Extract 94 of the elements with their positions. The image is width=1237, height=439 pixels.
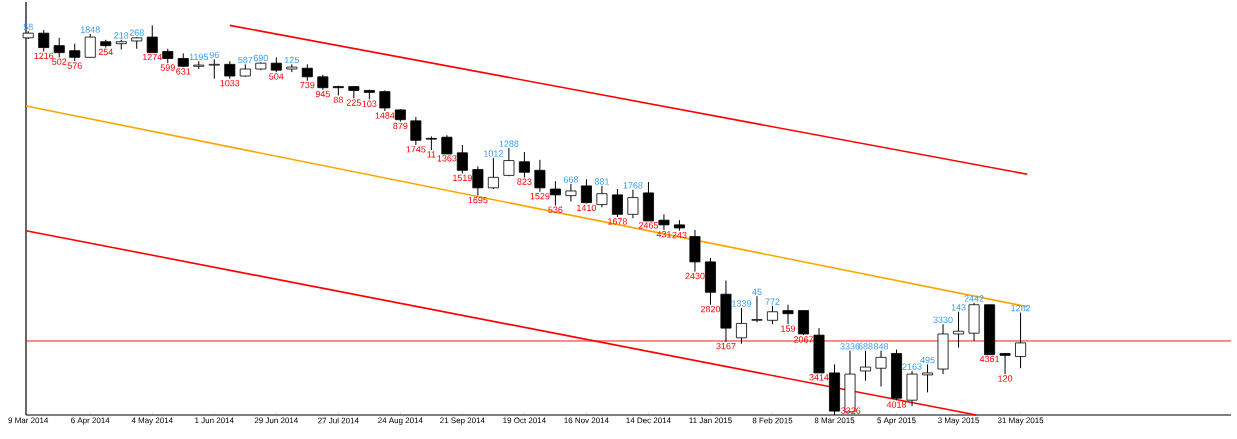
candlestick: [766, 305, 778, 325]
candlestick: [1015, 312, 1027, 369]
text: 254: [98, 48, 113, 56]
text: 1282: [1011, 304, 1031, 312]
candlestick: [84, 33, 96, 58]
text: 88: [333, 96, 343, 104]
text: 739: [300, 81, 315, 89]
candlestick: [565, 183, 577, 202]
text: 1363: [437, 155, 457, 162]
text: 2465: [638, 222, 659, 229]
text: 1848: [80, 26, 100, 33]
text: 3167: [716, 342, 736, 350]
text: 2163: [902, 363, 922, 370]
candlestick: [503, 147, 515, 177]
text: 1678: [608, 218, 627, 225]
candlestick: [658, 213, 670, 231]
candlestick: [441, 134, 453, 155]
candlestick: [922, 363, 934, 393]
candlestick: [875, 350, 887, 388]
text: 4018: [886, 401, 907, 408]
text: 2067: [793, 336, 814, 343]
candlestick: [798, 310, 809, 336]
text: 1288: [499, 140, 519, 147]
candlestick: [549, 180, 561, 206]
candlestick: [208, 58, 220, 80]
text: 2820: [700, 305, 721, 313]
text: 268: [129, 29, 144, 36]
text: 1012: [484, 150, 503, 157]
text: 945: [315, 90, 330, 98]
text: 576: [67, 62, 82, 69]
text: 120: [998, 375, 1013, 382]
text: 536: [548, 206, 563, 213]
text: 1768: [623, 182, 643, 189]
candlestick: [782, 304, 794, 325]
candlestick: [518, 151, 530, 178]
text: 879: [393, 122, 408, 130]
text: 96: [209, 51, 219, 59]
candlestick: [860, 350, 872, 382]
text: 504: [269, 73, 284, 80]
text: 881: [594, 178, 609, 185]
text: 1410: [577, 204, 597, 211]
candlestick: [596, 185, 608, 208]
text: 1695: [468, 196, 488, 204]
text: 1745: [406, 146, 426, 153]
text: 1195: [189, 53, 209, 61]
candlestick: [487, 157, 499, 190]
text: 1529: [530, 192, 550, 200]
text: 690: [253, 54, 268, 62]
text: 823: [517, 178, 532, 185]
candlestick: [580, 178, 592, 204]
candlestick: [38, 29, 50, 52]
text: 143: [951, 304, 966, 311]
text: 1033: [220, 79, 240, 87]
text: 848: [873, 343, 889, 350]
candlestick: [410, 116, 422, 146]
candlestick: [611, 188, 623, 218]
candlestick: [456, 144, 468, 174]
text: 125: [285, 56, 299, 64]
text: 45: [752, 288, 762, 295]
text: 3330: [933, 316, 953, 324]
text: 218: [114, 32, 129, 39]
text: 1519: [453, 174, 472, 181]
text: 668: [563, 176, 578, 183]
candlestick: [953, 311, 965, 349]
text: 3326: [841, 407, 861, 414]
candlestick: [53, 37, 65, 58]
text: 3336: [840, 343, 860, 350]
candlestick: [735, 307, 747, 345]
text: 1484: [375, 112, 395, 119]
text: 502: [52, 58, 67, 65]
text: 495: [920, 356, 935, 364]
text: 772: [765, 298, 780, 305]
text: 599: [160, 64, 175, 71]
text: 688: [858, 343, 873, 350]
text: 11: [427, 151, 436, 158]
candlestick: [999, 352, 1011, 375]
text: 2430: [685, 272, 705, 280]
text: 2442: [964, 295, 984, 302]
candlestick: [146, 24, 158, 54]
text: 4361: [979, 355, 1000, 363]
candlestick: [534, 159, 546, 193]
text: 1216: [34, 52, 54, 60]
candlestick: [627, 189, 639, 219]
text: 159: [781, 325, 796, 332]
text: 3414: [809, 374, 829, 381]
candlestick: [472, 165, 484, 197]
text: 103: [362, 100, 377, 107]
text: 587: [238, 56, 253, 64]
text: 225: [346, 99, 361, 106]
candlestick: [751, 295, 763, 323]
text: 631: [176, 68, 191, 75]
text: 1339: [732, 300, 752, 307]
text: 1274: [142, 53, 162, 61]
candlestick: [379, 89, 391, 112]
